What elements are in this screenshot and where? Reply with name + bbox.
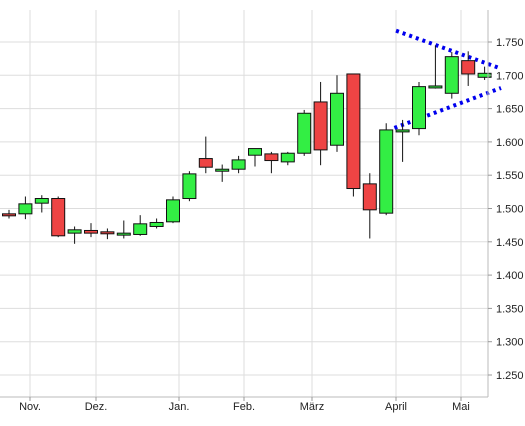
candle-up [297,109,312,156]
y-tick-label: 1.500 [496,204,524,216]
candle-down [313,81,328,166]
candle-up [149,218,164,229]
candle-up [444,51,459,99]
candle-up [67,226,82,244]
y-tick-label: 1.350 [496,303,524,315]
candle-body [215,168,230,172]
candle-body [461,60,476,75]
y-tick-label: 1.700 [496,70,524,82]
y-tick-label: 1.750 [496,37,524,49]
y-axis: 1.250 1.300 1.350 1.400 1.450 1.500 1.550 1.600… [488,37,524,382]
candle-body [444,56,459,94]
candle-down [198,136,213,174]
candle-down [346,73,361,197]
candle-up [166,196,180,224]
candle-body [2,213,16,217]
candle-body [428,85,443,89]
candle-up [215,164,230,182]
candle-down [2,209,16,219]
y-tick-label: 1.250 [496,370,524,382]
candle-up [182,171,197,202]
candle-down [51,196,66,238]
candle-body [248,148,262,156]
candle-body [67,229,82,234]
candle-body [198,158,213,168]
x-axis: Nov. Dez. Jan. Feb. März April Mai [19,397,470,413]
candle-body [346,73,361,190]
x-tick-label: März [300,401,324,413]
y-tick-label: 1.650 [496,104,524,116]
candle-up [231,155,246,174]
x-tick-label: Mai [452,401,470,413]
candle-body [395,129,410,133]
candle-body [51,198,66,237]
candle-body [84,229,98,234]
candle-down [362,173,377,239]
trendlines [393,28,502,130]
candle-body [34,198,49,204]
y-tick-label: 1.450 [496,237,524,249]
candle-body [149,221,164,227]
x-tick-label: Jan. [169,401,190,413]
candle-body [379,129,394,214]
candle-body [313,101,328,151]
candle-up [330,75,344,152]
candle-body [362,183,377,211]
candle-down [264,151,279,174]
candle-up [477,66,492,80]
candle-body [297,112,312,154]
candle-up [248,148,262,167]
candle-body [330,92,344,146]
trendline [393,86,502,130]
candle-up [280,151,295,166]
candle-up [428,45,443,89]
candle-up [379,123,394,216]
candle-up [18,196,33,220]
candle-up [412,81,426,136]
trendline [395,28,502,71]
x-tick-label: Nov. [19,401,41,413]
y-tick-label: 1.600 [496,137,524,149]
candle-up [34,195,49,213]
candle-up [395,119,410,162]
candle-body [18,203,33,215]
x-tick-label: April [385,401,407,413]
candle-down [100,228,115,240]
candle-body [116,232,131,236]
candle-down [84,223,98,238]
candle-body [264,153,279,162]
candle-body [412,86,426,130]
candles [2,45,492,244]
candle-body [182,173,197,200]
gridlines [0,10,488,397]
candle-body [166,199,180,223]
candle-up [133,215,148,236]
candle-down [461,51,476,86]
candle-body [100,231,115,235]
y-tick-label: 1.550 [496,170,524,182]
x-tick-label: Feb. [233,401,255,413]
y-tick-label: 1.400 [496,270,524,282]
candle-body [280,152,295,163]
y-tick-label: 1.300 [496,337,524,349]
candle-body [231,159,246,170]
candle-body [133,223,148,235]
x-tick-label: Dez. [85,401,108,413]
candle-up [116,220,131,239]
